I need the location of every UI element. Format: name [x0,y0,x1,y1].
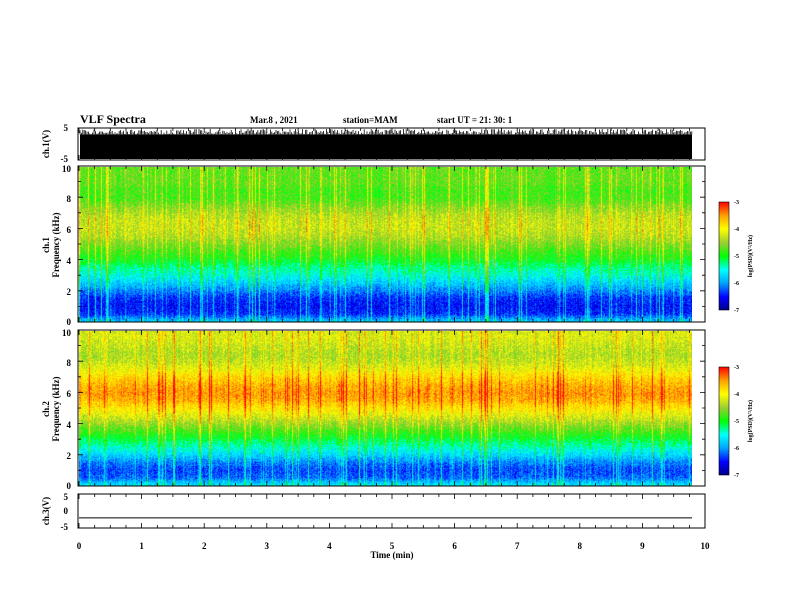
ch1-ytick-bottom: -5 [61,154,69,164]
ch1-ytick-4: 4 [67,256,72,266]
ch3-ytick-bottom: -5 [61,522,69,532]
xtick-9: 9 [640,541,645,551]
ch1-ytick-6: 6 [67,225,72,235]
header-station: station=MAM [343,115,398,125]
xtick-1: 1 [139,541,144,551]
ch1-spectrogram-ylabel-channel: ch.1 [41,237,51,253]
ch2-colorbar-tick-3: -3 [734,365,739,371]
ch3-waveform-ylabel: ch.3(V) [41,497,51,525]
ch2-colorbar-frame [718,366,730,476]
ch1-waveform-envelope [80,134,692,159]
ch2-spectrogram-panel: 0 2 4 6 8 10 ch.2 Frequency (kHz) [41,328,706,491]
ch2-colorbar-tick-4: -4 [734,392,739,398]
ch1-spectrogram-panel: 0 2 4 6 8 10 ch.1 Frequency (kHz) [41,164,706,327]
ch1-colorbar-frame [718,201,730,311]
ch2-spectrogram-heatmap [79,331,692,486]
ch2-colorbar-tick-6: -6 [734,446,739,452]
frequency-ticks [78,165,705,487]
ch1-spectrogram-heatmap [79,167,692,322]
time-ticks [78,128,706,528]
ch1-waveform-series [79,129,693,159]
ch1-waveform-frame [77,127,706,161]
ch2-ytick-4: 4 [67,420,72,430]
ch1-ytick-2: 2 [67,287,72,297]
ch2-colorbar-tick-7: -7 [734,473,739,479]
ch1-colorbar-label: log(PSD)(V²/Hz) [747,235,754,277]
ch1-colorbar-tick-7: -7 [734,308,739,314]
xtick-10: 10 [701,541,711,551]
ch2-ytick-2: 2 [67,451,72,461]
ch2-colorbar-gradient [719,367,729,475]
ch1-colorbar-tick-3: -3 [734,200,739,206]
ch2-ytick-8: 8 [67,358,72,368]
ch2-ytick-10: 10 [62,328,72,338]
ch1-waveform-spikes [79,129,693,135]
xaxis-label: Time (min) [370,550,413,560]
header-start-time: start UT = 21: 30: 1 [437,115,513,125]
xtick-2: 2 [202,541,207,551]
ch1-ytick-0: 0 [67,317,72,327]
ch1-colorbar-tick-4: -4 [734,227,739,233]
ch1-ytick-10: 10 [62,164,72,174]
ch3-ytick-zero: 0 [64,506,69,516]
ch2-colorbar: -3 -4 -5 -6 -7 log(PSD)(V²/Hz) [718,365,754,479]
ch1-ytick-top: 5 [64,123,69,133]
ch2-colorbar-tick-5: -5 [734,419,739,425]
ch1-colorbar: -3 -4 -5 -6 -7 log(PSD)(V²/Hz) [718,200,754,314]
ch3-waveform-frame [77,493,706,529]
ch2-spectrogram-ylabel-channel: ch.2 [41,401,51,417]
xtick-3: 3 [265,541,270,551]
time-axis: 0 1 2 3 4 5 6 7 8 9 10 Time (min) [77,541,710,560]
ch1-ytick-8: 8 [67,194,72,204]
figure-title: VLF Spectra [80,112,146,126]
xtick-0: 0 [77,541,82,551]
ch2-spectrogram-ylabel-frequency: Frequency (kHz) [51,376,61,441]
xtick-8: 8 [578,541,583,551]
ch1-waveform-panel: 5 -5 ch.1(V) [41,123,706,164]
ch1-colorbar-gradient [719,202,729,310]
ch1-colorbar-tick-6: -6 [734,281,739,287]
ch2-ytick-0: 0 [67,481,72,491]
xtick-4: 4 [327,541,332,551]
xtick-7: 7 [515,541,520,551]
xtick-6: 6 [452,541,457,551]
header-date: Mar.8 , 2021 [250,115,298,125]
ch2-ytick-6: 6 [67,389,72,399]
xtick-5: 5 [390,541,395,551]
ch3-ytick-top: 5 [64,492,69,502]
time-tick-marks [78,128,706,528]
ch1-waveform-ylabel: ch.1(V) [41,130,51,158]
ch1-spectrogram-ylabel-frequency: Frequency (kHz) [51,212,61,277]
ch2-colorbar-label: log(PSD)(V²/Hz) [747,400,754,442]
ch3-waveform-panel: 5 0 -5 ch.3(V) [41,492,706,532]
ch1-colorbar-tick-5: -5 [734,254,739,260]
